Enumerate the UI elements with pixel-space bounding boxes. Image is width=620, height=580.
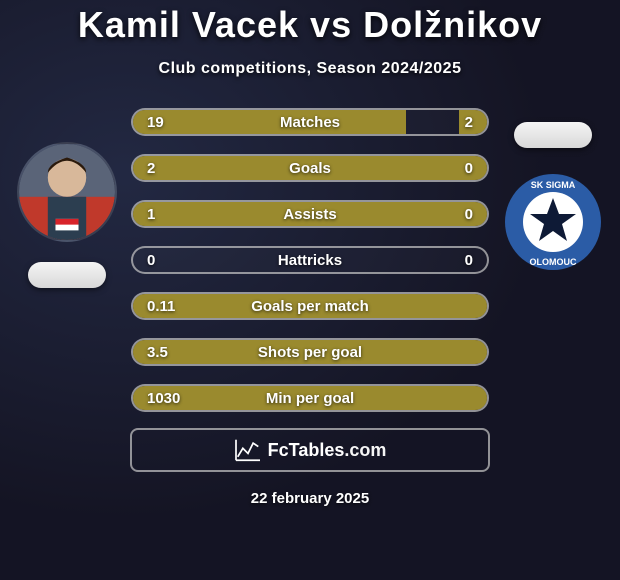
stat-label: Matches — [133, 114, 487, 131]
player2-column: SK SIGMA OLOMOUC — [493, 108, 613, 272]
stat-row: 19Matches2 — [131, 108, 489, 136]
stat-value-right: 0 — [465, 206, 473, 223]
stat-value-right: 2 — [465, 114, 473, 131]
site-logo[interactable]: FcTables.com — [130, 428, 490, 472]
stat-label: Goals — [133, 160, 487, 177]
comparison-row: 19Matches22Goals01Assists00Hattricks00.1… — [0, 108, 620, 412]
subtitle: Club competitions, Season 2024/2025 — [159, 60, 462, 78]
stat-label: Shots per goal — [133, 344, 487, 361]
player2-flag — [514, 122, 592, 148]
player1-avatar — [17, 142, 117, 242]
page-title: Kamil Vacek vs Dolžnikov — [78, 4, 542, 46]
chart-icon — [234, 438, 262, 462]
svg-text:OLOMOUC: OLOMOUC — [530, 257, 577, 267]
stat-label: Min per goal — [133, 390, 487, 407]
player2-name: Dolžnikov — [363, 4, 542, 45]
stat-row: 2Goals0 — [131, 154, 489, 182]
stat-row: 1Assists0 — [131, 200, 489, 228]
site-logo-text: FcTables.com — [268, 440, 387, 461]
stat-label: Hattricks — [133, 252, 487, 269]
player2-club-badge: SK SIGMA OLOMOUC — [503, 172, 603, 272]
club-badge-icon: SK SIGMA OLOMOUC — [503, 172, 603, 272]
player1-flag — [28, 262, 106, 288]
stat-value-right: 0 — [465, 160, 473, 177]
logo-tables: Tables — [289, 440, 345, 460]
logo-fc: Fc — [268, 440, 289, 460]
stat-row: 0Hattricks0 — [131, 246, 489, 274]
vs-label: vs — [310, 4, 352, 45]
stat-row: 1030Min per goal — [131, 384, 489, 412]
date-label: 22 february 2025 — [251, 490, 369, 507]
player1-portrait-icon — [19, 144, 115, 240]
player1-column — [7, 108, 127, 288]
stat-row: 0.11Goals per match — [131, 292, 489, 320]
stat-row: 3.5Shots per goal — [131, 338, 489, 366]
player1-name: Kamil Vacek — [78, 4, 299, 45]
svg-text:SK SIGMA: SK SIGMA — [531, 180, 576, 190]
stat-label: Assists — [133, 206, 487, 223]
stat-label: Goals per match — [133, 298, 487, 315]
stat-value-right: 0 — [465, 252, 473, 269]
logo-domain: .com — [344, 440, 386, 460]
stat-bars: 19Matches22Goals01Assists00Hattricks00.1… — [131, 108, 489, 412]
